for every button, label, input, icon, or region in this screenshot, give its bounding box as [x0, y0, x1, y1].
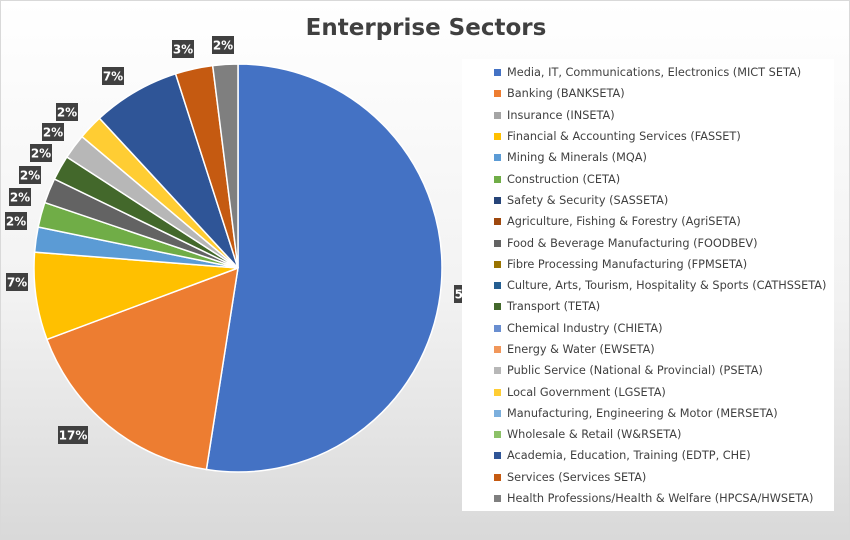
legend-item: Financial & Accounting Services (FASSET) — [494, 126, 834, 147]
data-label-text: 2% — [31, 147, 51, 161]
data-label-text: 2% — [20, 169, 40, 183]
legend-label: Chemical Industry (CHIETA) — [507, 321, 663, 335]
legend-swatch — [494, 409, 501, 417]
legend-label: Insurance (INSETA) — [507, 108, 615, 122]
legend-item: Culture, Arts, Tourism, Hospitality & Sp… — [494, 275, 834, 296]
legend-swatch — [494, 239, 501, 247]
legend-label: Financial & Accounting Services (FASSET) — [507, 130, 741, 144]
data-label-text: 2% — [57, 106, 77, 120]
data-label: 3% — [172, 40, 194, 58]
legend-label: Transport (TETA) — [507, 300, 601, 314]
legend-swatch — [494, 218, 501, 226]
legend-label: Safety & Security (SASSETA) — [507, 193, 669, 207]
legend-item: Health Professions/Health & Welfare (HPC… — [494, 488, 834, 509]
data-label-text: 7% — [103, 70, 123, 84]
data-label: 2% — [19, 166, 41, 184]
legend-item: Chemical Industry (CHIETA) — [494, 318, 834, 339]
legend-item: Safety & Security (SASSETA) — [494, 190, 834, 211]
legend-item: Manufacturing, Engineering & Motor (MERS… — [494, 403, 834, 424]
data-label: 2% — [56, 103, 78, 121]
data-label-text: 7% — [7, 276, 27, 290]
legend-label: Public Service (National & Provincial) (… — [507, 364, 763, 378]
legend-swatch — [494, 473, 501, 481]
legend-item: Construction (CETA) — [494, 168, 834, 189]
data-label-text: 2% — [10, 191, 30, 205]
data-label-text: 17% — [59, 429, 88, 443]
legend-label: Culture, Arts, Tourism, Hospitality & Sp… — [507, 279, 827, 293]
data-label-text: 2% — [6, 215, 26, 229]
legend-label: Fibre Processing Manufacturing (FPMSETA) — [507, 257, 748, 271]
legend-item: Fibre Processing Manufacturing (FPMSETA) — [494, 254, 834, 275]
data-label: 2% — [5, 212, 27, 230]
legend-swatch — [494, 431, 501, 439]
data-label: 2% — [9, 188, 31, 206]
legend-item: Media, IT, Communications, Electronics (… — [494, 62, 834, 83]
legend-item: Insurance (INSETA) — [494, 105, 834, 126]
legend-label: Services (Services SETA) — [507, 470, 647, 484]
legend-swatch — [494, 69, 501, 77]
data-label-text: 2% — [213, 39, 233, 53]
legend-item: Banking (BANKSETA) — [494, 83, 834, 104]
chart-title: Enterprise Sectors — [305, 15, 547, 41]
legend-item: Food & Beverage Manufacturing (FOODBEV) — [494, 232, 834, 253]
legend-swatch — [494, 175, 501, 183]
legend-swatch — [494, 133, 501, 141]
pie-slice — [205, 63, 443, 473]
legend-swatch — [494, 90, 501, 98]
legend-swatch — [494, 388, 501, 396]
legend-swatch — [494, 303, 501, 311]
legend-item: Transport (TETA) — [494, 296, 834, 317]
legend-label: Agriculture, Fishing & Forestry (AgriSET… — [507, 215, 741, 229]
legend-swatch — [494, 196, 501, 204]
legend-label: Health Professions/Health & Welfare (HPC… — [507, 492, 814, 506]
legend-label: Manufacturing, Engineering & Motor (MERS… — [507, 406, 778, 420]
legend-label: Wholesale & Retail (W&RSETA) — [507, 428, 682, 442]
legend-swatch — [494, 452, 501, 460]
data-label: 7% — [6, 273, 28, 291]
legend-label: Energy & Water (EWSETA) — [507, 343, 655, 356]
legend-label: Media, IT, Communications, Electronics (… — [507, 66, 802, 80]
data-label: 2% — [30, 144, 52, 162]
pie-slice — [211, 63, 239, 269]
data-label: 2% — [212, 36, 234, 54]
data-label: 2% — [42, 123, 64, 141]
legend-swatch — [494, 367, 501, 375]
legend-item: Wholesale & Retail (W&RSETA) — [494, 424, 834, 445]
legend-label: Food & Beverage Manufacturing (FOODBEV) — [507, 236, 758, 250]
legend-swatch — [494, 495, 501, 503]
legend-swatch — [494, 324, 501, 332]
legend-swatch — [494, 111, 501, 119]
data-label-text: 3% — [173, 43, 193, 57]
legend-item: Agriculture, Fishing & Forestry (AgriSET… — [494, 211, 834, 232]
data-label: 17% — [58, 426, 88, 444]
legend-label: Mining & Minerals (MQA) — [507, 151, 647, 165]
legend-swatch — [494, 260, 501, 268]
legend-label: Academia, Education, Training (EDTP, CHE… — [507, 449, 751, 463]
legend-item: Services (Services SETA) — [494, 467, 834, 488]
legend-label: Banking (BANKSETA) — [507, 87, 625, 101]
data-label: 7% — [102, 67, 124, 85]
data-label-text: 2% — [43, 126, 63, 140]
legend-item: Mining & Minerals (MQA) — [494, 147, 834, 168]
legend-item: Academia, Education, Training (EDTP, CHE… — [494, 445, 834, 466]
legend-item: Public Service (National & Provincial) (… — [494, 360, 834, 381]
legend: Media, IT, Communications, Electronics (… — [462, 59, 834, 511]
legend-swatch — [494, 346, 501, 353]
legend-item: Energy & Water (EWSETA) — [494, 339, 834, 360]
legend-item: Local Government (LGSETA) — [494, 381, 834, 402]
legend-swatch — [494, 154, 501, 162]
legend-label: Construction (CETA) — [507, 172, 621, 186]
legend-swatch — [494, 282, 501, 290]
pie-slice — [45, 266, 239, 471]
legend-label: Local Government (LGSETA) — [507, 385, 666, 399]
